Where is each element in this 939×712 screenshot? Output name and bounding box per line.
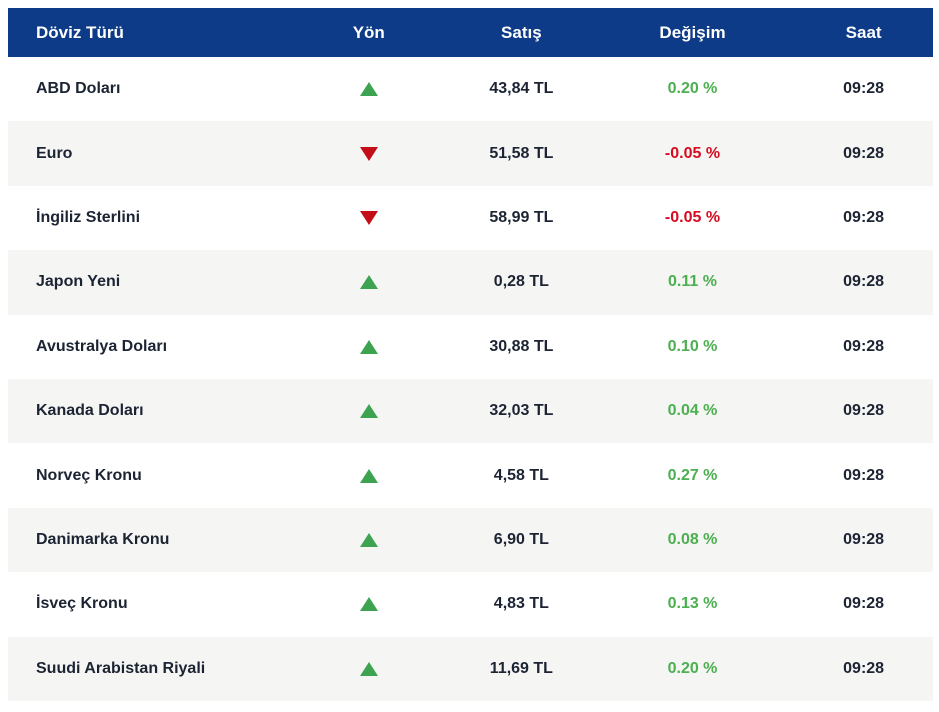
change-percent: 0.20 % xyxy=(667,659,718,677)
sell-price: 58,99 TL xyxy=(489,208,554,226)
down-triangle-icon xyxy=(359,210,378,225)
direction-cell xyxy=(286,468,453,483)
change-percent: 0.27 % xyxy=(667,466,718,484)
update-time: 09:28 xyxy=(843,530,885,548)
table-row: Danimarka Kronu 6,90 TL 0.08 % 09:28 xyxy=(8,507,933,573)
update-time: 09:28 xyxy=(843,337,885,355)
up-triangle-icon xyxy=(359,468,378,483)
currency-name: Avustralya Doları xyxy=(36,337,168,355)
table-row: ABD Doları 43,84 TL 0.20 % 09:28 xyxy=(8,57,933,122)
sell-price: 51,58 TL xyxy=(489,144,554,162)
update-time: 09:28 xyxy=(843,595,885,613)
update-time: 09:28 xyxy=(843,466,885,484)
change-percent: 0.08 % xyxy=(667,530,718,548)
column-header-price: Satış xyxy=(501,22,542,42)
change-percent: 0.04 % xyxy=(667,402,718,420)
change-percent: 0.11 % xyxy=(668,273,717,291)
sell-price: 11,69 TL xyxy=(489,659,553,677)
table-row: Suudi Arabistan Riyali 11,69 TL 0.20 % 0… xyxy=(8,636,933,701)
currency-name: İsveç Kronu xyxy=(36,595,128,613)
currency-name: Kanada Doları xyxy=(36,402,144,420)
up-triangle-icon xyxy=(359,597,378,612)
direction-cell xyxy=(286,661,453,676)
direction-cell xyxy=(286,275,453,290)
direction-cell xyxy=(286,597,453,612)
table-row: Japon Yeni 0,28 TL 0.11 % 09:28 xyxy=(8,250,933,315)
table-row: Euro 51,58 TL -0.05 % 09:28 xyxy=(8,121,933,186)
currency-name: Euro xyxy=(36,144,73,162)
update-time: 09:28 xyxy=(843,659,885,677)
direction-cell xyxy=(286,404,453,419)
up-triangle-icon xyxy=(359,339,378,354)
direction-cell xyxy=(286,532,453,547)
up-triangle-icon xyxy=(359,275,378,290)
change-percent: 0.20 % xyxy=(667,80,718,98)
column-header-direction: Yön xyxy=(352,22,385,42)
up-triangle-icon xyxy=(359,404,378,419)
sell-price: 6,90 TL xyxy=(493,530,549,548)
currency-name: İngiliz Sterlini xyxy=(36,208,141,226)
table-row: İngiliz Sterlini 58,99 TL -0.05 % 09:28 xyxy=(8,185,933,251)
currency-name: Danimarka Kronu xyxy=(36,530,170,548)
up-triangle-icon xyxy=(359,82,378,97)
update-time: 09:28 xyxy=(843,144,885,162)
currency-name: Norveç Kronu xyxy=(36,466,142,484)
direction-cell xyxy=(286,146,453,161)
column-header-change: Değişim xyxy=(659,22,726,42)
up-triangle-icon xyxy=(359,661,378,676)
currency-name: Japon Yeni xyxy=(36,273,121,291)
table-header-row: Döviz Türü Yön Satış Değişim Saat xyxy=(8,8,933,57)
sell-price: 4,58 TL xyxy=(493,466,549,484)
table-row: Norveç Kronu 4,58 TL 0.27 % 09:28 xyxy=(8,443,933,508)
currency-name: Suudi Arabistan Riyali xyxy=(36,659,206,677)
sell-price: 0,28 TL xyxy=(493,273,549,291)
up-triangle-icon xyxy=(359,532,378,547)
update-time: 09:28 xyxy=(843,402,885,420)
currency-name: ABD Doları xyxy=(36,80,121,98)
sell-price: 4,83 TL xyxy=(493,595,549,613)
down-triangle-icon xyxy=(359,146,378,161)
update-time: 09:28 xyxy=(843,208,885,226)
sell-price: 30,88 TL xyxy=(489,337,554,355)
direction-cell xyxy=(286,339,453,354)
table-body: ABD Doları 43,84 TL 0.20 % 09:28 Euro 51… xyxy=(8,57,933,701)
change-percent: 0.10 % xyxy=(667,337,718,355)
direction-cell xyxy=(286,82,453,97)
table-row: İsveç Kronu 4,83 TL 0.13 % 09:28 xyxy=(8,572,933,637)
change-percent: -0.05 % xyxy=(664,144,721,162)
table-row: Kanada Doları 32,03 TL 0.04 % 09:28 xyxy=(8,378,933,444)
change-percent: 0.13 % xyxy=(667,595,718,613)
currency-rates-table: Döviz Türü Yön Satış Değişim Saat ABD Do… xyxy=(8,8,933,701)
table-row: Avustralya Doları 30,88 TL 0.10 % 09:28 xyxy=(8,314,933,379)
sell-price: 32,03 TL xyxy=(489,402,554,420)
column-header-time: Saat xyxy=(845,22,882,42)
update-time: 09:28 xyxy=(843,273,885,291)
sell-price: 43,84 TL xyxy=(489,80,554,98)
column-header-currency: Döviz Türü xyxy=(36,22,124,42)
update-time: 09:28 xyxy=(843,80,885,98)
change-percent: -0.05 % xyxy=(664,208,721,226)
direction-cell xyxy=(286,210,453,225)
